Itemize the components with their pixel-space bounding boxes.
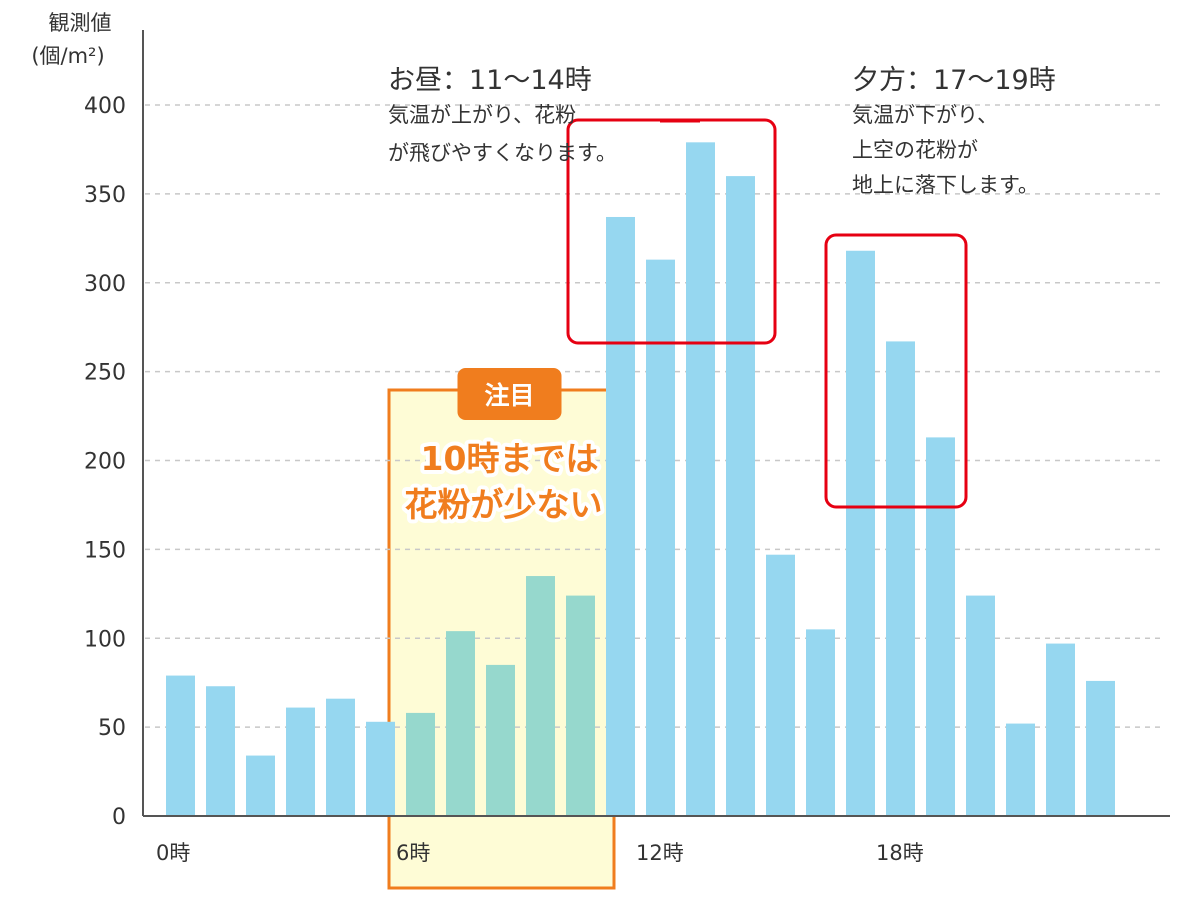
y-tick-300: 300 bbox=[84, 272, 126, 297]
y-tick-100: 100 bbox=[84, 627, 126, 652]
bar-hour-3 bbox=[286, 707, 315, 816]
bar-hour-2 bbox=[246, 755, 275, 816]
y-tick-labels: 0 50 100 150 200 250 300 350 400 bbox=[84, 94, 126, 830]
x-tick-18: 18時 bbox=[876, 841, 924, 865]
bars bbox=[166, 142, 1115, 817]
bar-hour-5 bbox=[366, 721, 395, 816]
bar-hour-14 bbox=[726, 176, 755, 817]
y-axis-label-line1: 観測値 bbox=[49, 11, 112, 35]
x-tick-labels: 0時 6時 12時 18時 bbox=[156, 841, 924, 865]
noon-annotation-title: お昼：11〜14時 bbox=[388, 65, 592, 96]
x-tick-12: 12時 bbox=[636, 841, 684, 865]
bar-hour-20 bbox=[966, 595, 995, 816]
focus-note-line1: 10時までは bbox=[421, 439, 599, 478]
bar-hour-13 bbox=[686, 142, 715, 816]
focus-badge-text: 注目 bbox=[484, 381, 534, 410]
x-tick-6: 6時 bbox=[396, 841, 430, 865]
y-tick-400: 400 bbox=[84, 94, 126, 119]
bar-hour-8 bbox=[486, 664, 515, 816]
bar-hour-23 bbox=[1086, 680, 1115, 816]
bar-hour-21 bbox=[1006, 723, 1035, 816]
noon-annotation-line2: が飛びやすくなります。 bbox=[388, 141, 617, 165]
bar-hour-15 bbox=[766, 554, 795, 816]
bar-hour-11 bbox=[606, 216, 635, 817]
evening-annotation-line3: 地上に落下します。 bbox=[852, 173, 1039, 197]
bar-hour-12 bbox=[646, 259, 675, 817]
bar-hour-4 bbox=[326, 698, 355, 816]
evening-annotation-line1: 気温が下がり、 bbox=[852, 103, 998, 127]
noon-annotation-line1: 気温が上がり、花粉 bbox=[388, 103, 576, 127]
bar-hour-16 bbox=[806, 629, 835, 816]
bar-hour-6 bbox=[406, 712, 435, 816]
bar-hour-19 bbox=[926, 437, 955, 816]
bar-hour-7 bbox=[446, 631, 475, 816]
evening-annotation-title: 夕方：17〜19時 bbox=[852, 65, 1056, 96]
evening-annotation-line2: 上空の花粉が bbox=[852, 138, 978, 162]
focus-note-line2: 花粉が少ない bbox=[405, 485, 603, 524]
bar-hour-18 bbox=[886, 341, 915, 816]
y-tick-250: 250 bbox=[84, 361, 126, 386]
y-tick-200: 200 bbox=[84, 450, 126, 475]
bar-hour-22 bbox=[1046, 643, 1075, 816]
bar-hour-9 bbox=[526, 576, 555, 816]
bar-hour-0 bbox=[166, 675, 195, 816]
y-tick-350: 350 bbox=[84, 183, 126, 208]
y-axis-label-line2: (個/m²) bbox=[31, 44, 104, 68]
y-tick-0: 0 bbox=[112, 805, 126, 830]
evening-highlight-box bbox=[824, 233, 968, 509]
focus-badge bbox=[457, 368, 562, 420]
bar-hour-10 bbox=[566, 595, 595, 816]
bar-hour-1 bbox=[206, 686, 235, 816]
y-tick-50: 50 bbox=[98, 716, 126, 741]
x-tick-0: 0時 bbox=[156, 841, 190, 865]
bar-hour-17 bbox=[846, 250, 875, 816]
y-tick-150: 150 bbox=[84, 538, 126, 563]
